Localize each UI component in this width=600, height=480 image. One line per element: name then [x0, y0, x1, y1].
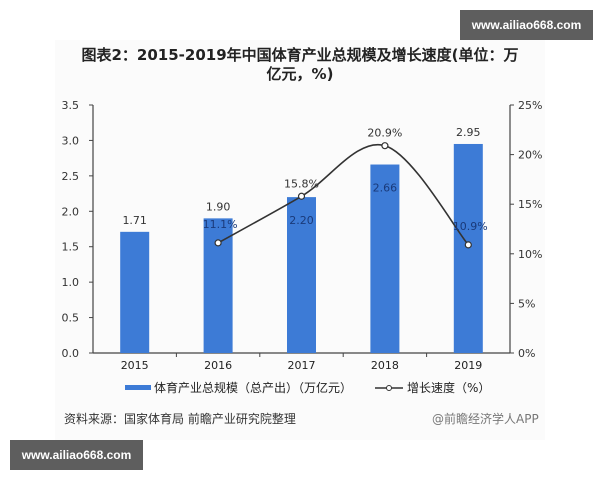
source-note: 资料来源：国家体育局 前瞻产业研究院整理: [64, 412, 296, 426]
right-tick-label: 15%: [518, 198, 542, 211]
left-tick-label: 2.5: [62, 170, 80, 183]
left-tick-label: 1.5: [62, 241, 80, 254]
x-tick-label: 2018: [371, 359, 399, 372]
x-tick-label: 2019: [454, 359, 482, 372]
bar-2016: [203, 218, 233, 353]
right-tick-label: 0%: [518, 347, 535, 360]
watermark-top: www.ailiao668.com: [460, 10, 593, 40]
growth-marker: [297, 192, 306, 200]
legend-bar-label: 体育产业总规模（总产出）（万亿元）: [154, 380, 352, 395]
bar-value-label: 2.20: [289, 214, 314, 227]
left-tick-label: 0.5: [62, 312, 80, 325]
bar-value-label: 2.95: [456, 126, 481, 139]
chart-title: 图表2：2015-2019年中国体育产业总规模及增长速度(单位：万 亿元，%): [60, 46, 540, 84]
growth-marker: [381, 142, 389, 150]
watermark-bottom: www.ailiao668.com: [10, 440, 143, 470]
right-tick-label: 5%: [518, 297, 535, 310]
bar-2018: [370, 164, 400, 353]
x-tick-label: 2016: [204, 359, 232, 372]
left-tick-label: 1.0: [62, 276, 80, 289]
credit-note: @前瞻经济学人APP: [432, 412, 539, 426]
bar-2019: [453, 143, 483, 353]
growth-value-label: 20.9%: [367, 127, 402, 140]
growth-value-label: 10.9%: [453, 220, 488, 233]
legend-line-label: 增长速度（%）: [407, 380, 490, 395]
left-tick-label: 2.0: [62, 205, 80, 218]
title-line-1: 图表2：2015-2019年中国体育产业总规模及增长速度(单位：万: [81, 46, 519, 64]
growth-value-label: 15.8%: [284, 177, 319, 190]
x-tick-label: 2017: [288, 359, 316, 372]
right-tick-label: 10%: [518, 248, 542, 261]
bar-value-label: 2.66: [373, 182, 398, 195]
left-tick-label: 3.5: [62, 99, 80, 112]
title-line-2: 亿元，%): [266, 65, 334, 83]
left-tick-label: 3.0: [62, 134, 80, 147]
growth-line: [217, 143, 469, 246]
bar-2015: [120, 231, 150, 353]
bar-value-label: 1.71: [122, 214, 147, 227]
growth-marker: [464, 241, 472, 249]
x-tick-label: 2015: [121, 359, 149, 372]
right-tick-label: 25%: [518, 99, 542, 112]
growth-value-label: 11.1%: [203, 218, 238, 231]
growth-marker: [214, 239, 222, 247]
legend-bar-swatch: [125, 385, 151, 390]
bar-value-label: 1.90: [206, 200, 231, 213]
bar-2017: [287, 197, 316, 353]
legend-line-marker: [386, 385, 392, 391]
left-tick-label: 0.0: [62, 347, 80, 360]
right-tick-label: 20%: [518, 149, 542, 162]
